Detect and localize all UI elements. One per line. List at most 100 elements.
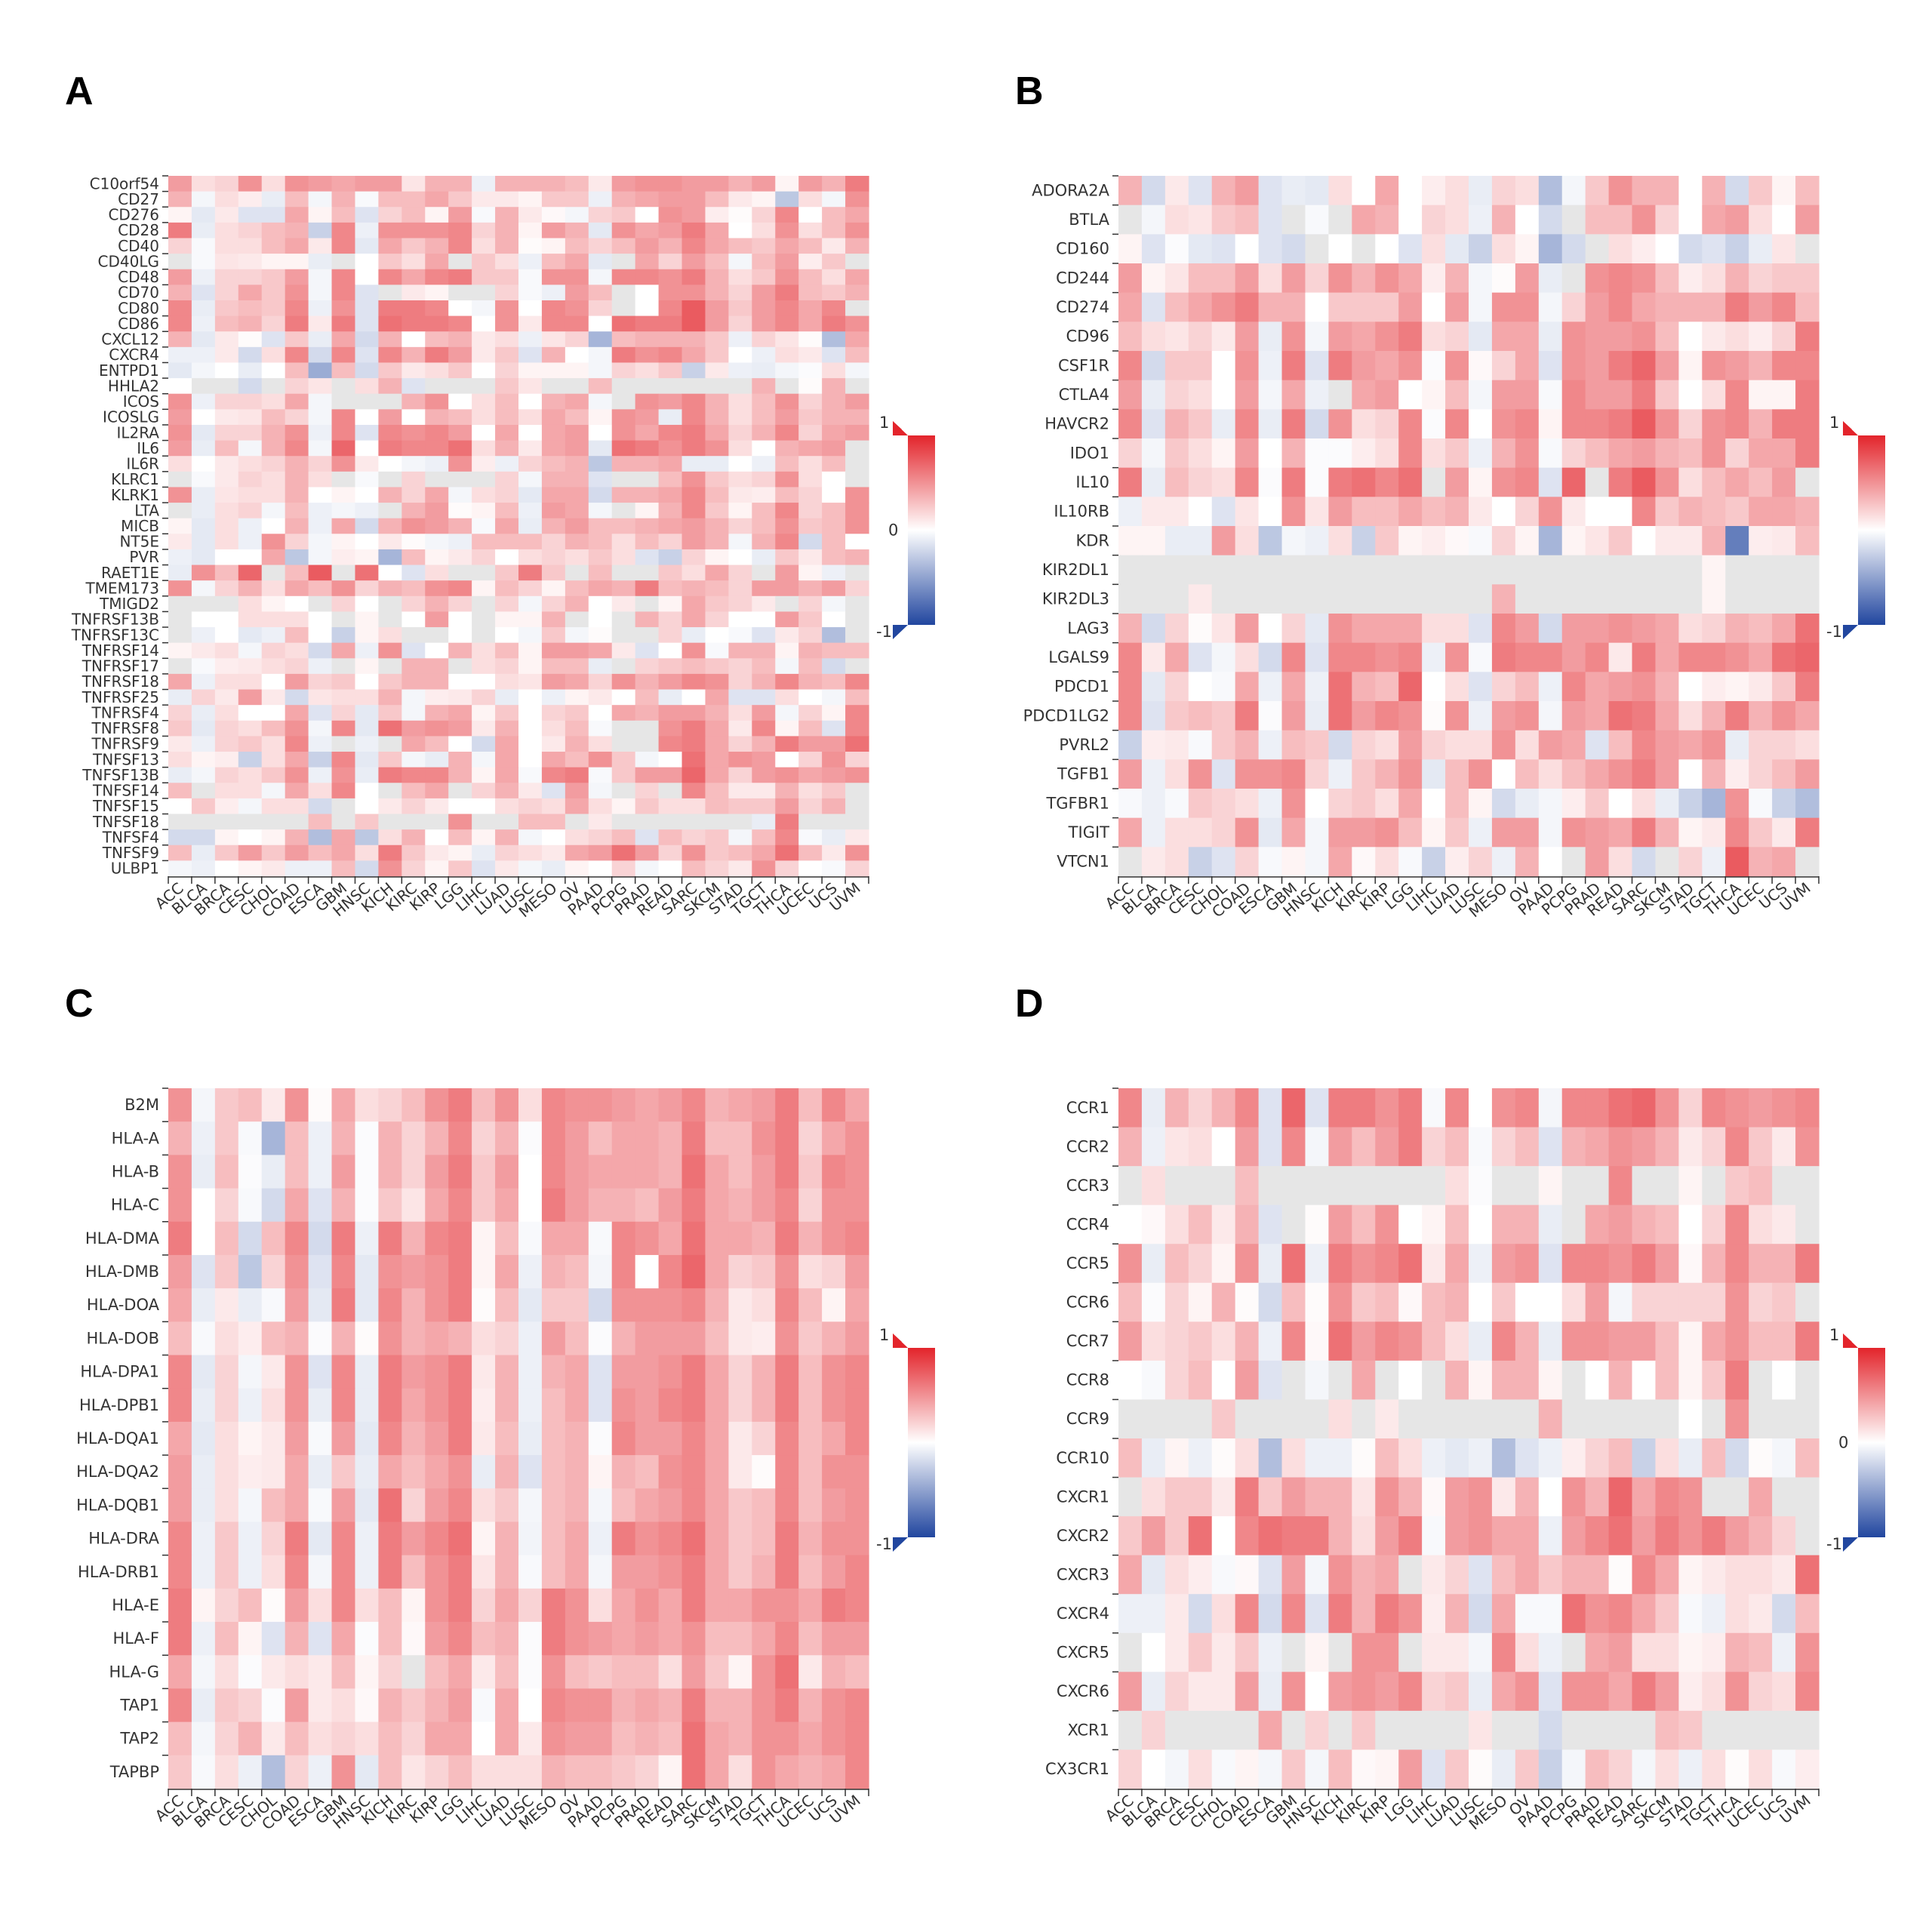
heatmap-cell	[285, 1288, 309, 1322]
heatmap-cell	[1515, 1710, 1540, 1751]
heatmap-cell	[168, 720, 192, 737]
heatmap-cell	[541, 565, 566, 581]
heatmap-cell	[472, 534, 496, 550]
row-label: PVRL2	[1059, 736, 1109, 754]
heatmap-cell	[798, 254, 823, 270]
heatmap-cell	[565, 829, 589, 846]
heatmap-cell	[1328, 1166, 1352, 1206]
heatmap-cell	[611, 222, 636, 239]
row-label: TNFRSF8	[91, 719, 159, 737]
heatmap-cell	[1469, 555, 1493, 585]
heatmap-cell	[1469, 584, 1493, 614]
heatmap-cell	[308, 1488, 333, 1523]
heatmap-cell	[1795, 614, 1820, 644]
heatmap-cell	[214, 254, 239, 270]
heatmap-cell	[238, 254, 263, 270]
heatmap-cell	[658, 346, 683, 364]
heatmap-cell	[1608, 205, 1633, 235]
heatmap-cell	[752, 829, 776, 846]
heatmap-cell	[541, 1555, 566, 1589]
heatmap-cell	[168, 1488, 192, 1523]
heatmap-cell	[705, 595, 729, 613]
colorbar-tick-label: 1	[1829, 414, 1839, 432]
heatmap-cell	[1188, 526, 1213, 556]
heatmap-cell	[285, 393, 309, 410]
heatmap-cell	[752, 471, 776, 488]
heatmap-cell	[331, 673, 356, 691]
heatmap-cell	[495, 549, 519, 566]
heatmap-cell	[775, 285, 799, 301]
heatmap-cell	[1772, 1672, 1796, 1712]
heatmap-cell	[1655, 1516, 1679, 1556]
heatmap-cell	[518, 1555, 543, 1589]
heatmap-cell	[1538, 1088, 1563, 1128]
heatmap-cell	[378, 393, 402, 410]
heatmap-cell	[845, 503, 869, 519]
heatmap-cell	[1258, 205, 1283, 235]
heatmap-cell	[472, 1421, 496, 1456]
heatmap-cell	[1375, 351, 1399, 381]
heatmap-cell	[1422, 1632, 1446, 1672]
heatmap-cell	[401, 1688, 426, 1723]
heatmap-cell	[425, 1188, 449, 1223]
heatmap-cell	[378, 1721, 402, 1756]
heatmap-cell	[1749, 1360, 1773, 1401]
heatmap-cell	[1328, 1516, 1352, 1556]
heatmap-cell	[1702, 1088, 1726, 1128]
heatmap-cell	[238, 1521, 263, 1556]
heatmap-cell	[1469, 1321, 1493, 1361]
heatmap-cell	[448, 191, 472, 208]
heatmap-cell	[1608, 642, 1633, 672]
heatmap-cell	[541, 393, 566, 410]
heatmap-cell	[565, 1721, 589, 1756]
heatmap-cell	[1632, 409, 1657, 439]
heatmap-cell	[378, 1321, 402, 1356]
heatmap-cell	[1328, 759, 1352, 789]
heatmap-cell	[378, 238, 402, 254]
heatmap-cell	[1188, 1088, 1213, 1128]
heatmap-cell	[1678, 1321, 1703, 1361]
heatmap-cell	[1235, 1555, 1260, 1595]
heatmap-cell	[752, 424, 776, 441]
heatmap-cell	[448, 1521, 472, 1556]
row-label: CD86	[118, 315, 159, 333]
heatmap-cell	[168, 549, 192, 566]
heatmap-cell	[1258, 1438, 1283, 1478]
heatmap-cell	[285, 783, 309, 799]
heatmap-cell	[401, 595, 426, 613]
heatmap-cell	[658, 798, 683, 815]
heatmap-cell	[1258, 730, 1283, 760]
heatmap-cell	[635, 829, 660, 846]
heatmap-cell	[588, 1555, 613, 1589]
heatmap-cell	[611, 595, 636, 613]
heatmap-cell	[1398, 263, 1423, 294]
heatmap-cell	[1655, 321, 1679, 352]
heatmap-cell	[214, 1355, 239, 1389]
heatmap-cell	[1749, 1594, 1773, 1634]
heatmap-cell	[495, 752, 519, 768]
heatmap-cell	[1258, 292, 1283, 322]
row-label: TAP1	[119, 1697, 159, 1715]
heatmap-cell	[168, 456, 192, 472]
heatmap-cell	[705, 1655, 729, 1690]
heatmap-cell	[728, 409, 752, 426]
heatmap-cell	[798, 814, 823, 830]
heatmap-cell	[822, 534, 846, 550]
heatmap-cell	[214, 1121, 239, 1155]
heatmap-cell	[168, 440, 192, 457]
heatmap-cell	[168, 1721, 192, 1756]
heatmap-cell	[611, 487, 636, 503]
heatmap-cell	[635, 487, 660, 503]
heatmap-cell	[1515, 409, 1540, 439]
heatmap-cell	[518, 1488, 543, 1523]
heatmap-cell	[775, 1421, 799, 1456]
heatmap-cell	[425, 315, 449, 332]
heatmap-cell	[425, 534, 449, 550]
row-label: HHLA2	[108, 377, 159, 395]
heatmap-cell	[681, 393, 706, 410]
heatmap-cell	[1608, 1672, 1633, 1712]
heatmap-cell	[822, 409, 846, 426]
heatmap-cell	[635, 207, 660, 223]
heatmap-cell	[588, 1688, 613, 1723]
heatmap-cell	[1749, 817, 1773, 848]
